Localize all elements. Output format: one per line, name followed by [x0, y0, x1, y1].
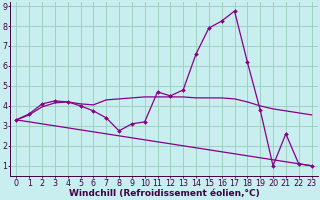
X-axis label: Windchill (Refroidissement éolien,°C): Windchill (Refroidissement éolien,°C): [68, 189, 259, 198]
